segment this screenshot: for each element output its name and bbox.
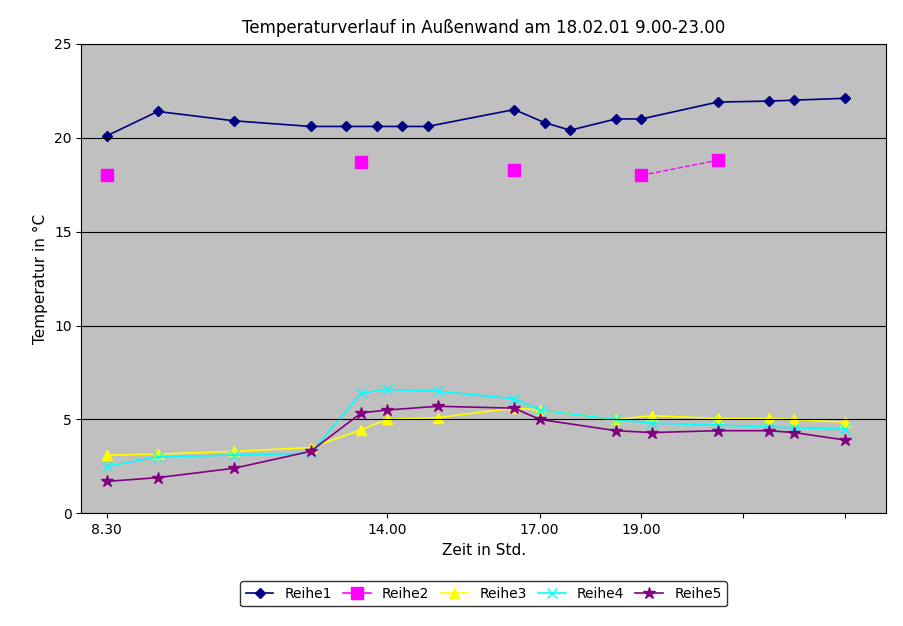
X-axis label: Zeit in Std.: Zeit in Std. <box>441 543 526 558</box>
Legend: Reihe1, Reihe2, Reihe3, Reihe4, Reihe5: Reihe1, Reihe2, Reihe3, Reihe4, Reihe5 <box>240 582 726 607</box>
Y-axis label: Temperatur in °C: Temperatur in °C <box>33 213 49 344</box>
Title: Temperaturverlauf in Außenwand am 18.02.01 9.00-23.00: Temperaturverlauf in Außenwand am 18.02.… <box>242 19 724 37</box>
